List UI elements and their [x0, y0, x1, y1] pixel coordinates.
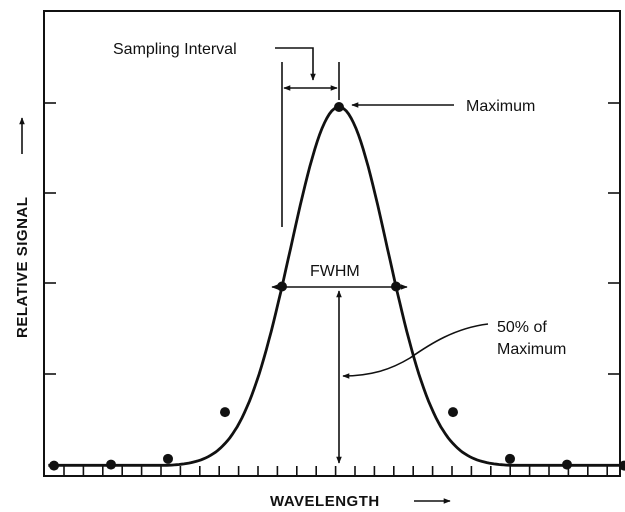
- sample-point: [562, 459, 572, 470]
- sample-point: [163, 453, 173, 464]
- sample-point: [505, 453, 515, 464]
- sample-point: [334, 102, 344, 112]
- sample-point: [220, 407, 230, 418]
- sampling-interval-label: Sampling Interval: [113, 41, 237, 58]
- half-maximum-label-line1: 50% of: [497, 319, 547, 336]
- x-axis-label: WAVELENGTH: [270, 493, 380, 510]
- maximum-label: Maximum: [466, 98, 535, 115]
- half-maximum-pointer: [342, 323, 489, 379]
- sample-point: [106, 459, 116, 470]
- y-axis-label: RELATIVE SIGNAL: [14, 197, 31, 338]
- sampling-interval-pointer: [275, 47, 316, 81]
- sample-point: [619, 460, 625, 471]
- sample-point: [448, 407, 458, 418]
- fwhm-label: FWHM: [310, 263, 360, 280]
- sample-point: [49, 460, 59, 471]
- peak-curve: [48, 105, 625, 467]
- half-maximum-label-line2: Maximum: [497, 341, 566, 358]
- axis-ticks: [44, 102, 620, 476]
- plot-frame: [43, 10, 621, 477]
